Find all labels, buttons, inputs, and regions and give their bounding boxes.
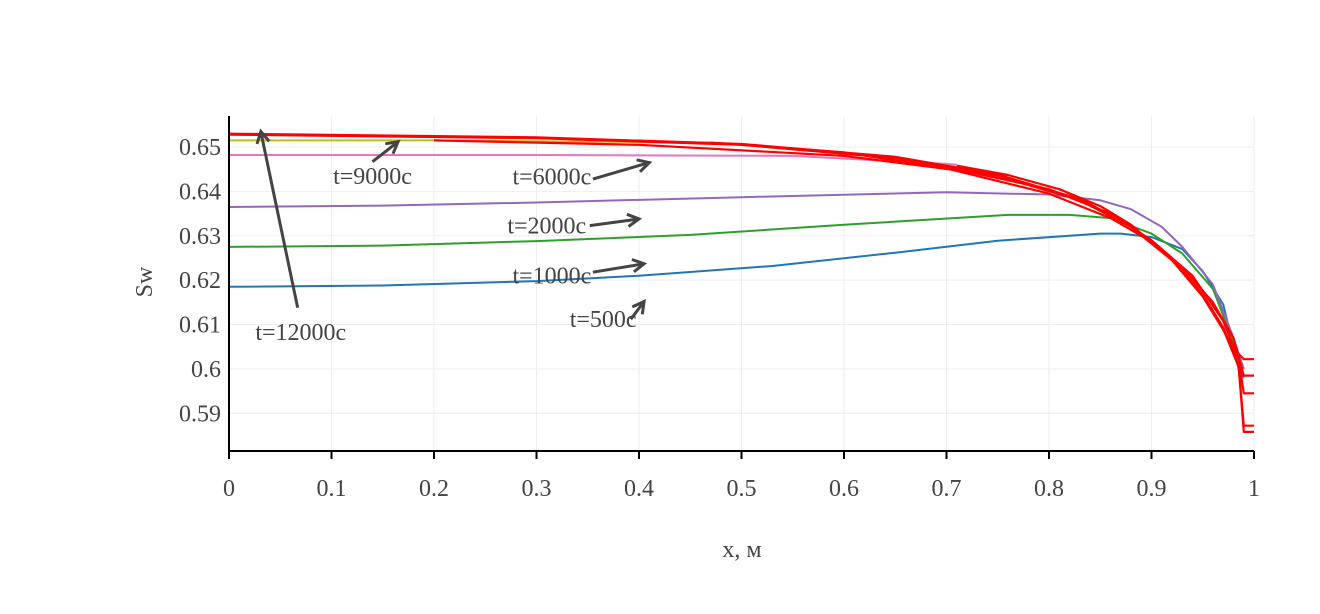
series-line-1: [228, 232, 1245, 379]
x-tick-label: 0.7: [932, 476, 962, 502]
annotation-label: t=12000с: [255, 320, 346, 346]
annotations: t=500с t=1000с t=2000с t=6000с t=9000с t=1200…: [255, 128, 653, 346]
annotation-label: t=1000с: [512, 263, 591, 289]
x-tick-label: 0.6: [829, 476, 859, 502]
grid: [228, 116, 1255, 451]
x-tick-label: 1: [1248, 476, 1260, 502]
annotation-label: t=2000с: [507, 214, 586, 240]
y-axis-title: Sw: [132, 266, 158, 297]
x-tick-label: 0: [223, 476, 235, 502]
series-line-2: [228, 213, 1245, 370]
y-tick-label: 0.63: [179, 224, 221, 250]
y-tick-label: 0.64: [179, 179, 221, 205]
annotation-arrow: [589, 212, 643, 228]
annotation-arrow: [592, 258, 648, 274]
annotation-arrow: [371, 139, 401, 163]
x-tick-label: 0.2: [419, 476, 449, 502]
annotation-arrow: [629, 298, 646, 321]
series-line-10: [228, 132, 1254, 433]
y-tick-label: 0.59: [179, 401, 221, 427]
x-tick-label: 0.5: [727, 476, 757, 502]
series-lines: [228, 132, 1254, 433]
annotation-arrow: [255, 128, 300, 308]
y-tick-label: 0.61: [179, 313, 221, 339]
annotation-arrow: [592, 158, 653, 181]
axes: 0 0.1 0.2 0.3 0.4 0.5 0.6 0.7 0.8 0.9 1 0.59 0.6 0.61…: [179, 116, 1260, 502]
y-tick-label: 0.6: [191, 357, 221, 383]
annotation-label: t=9000с: [333, 164, 412, 190]
y-tick-label: 0.62: [179, 268, 221, 294]
series-line-3: [228, 191, 1245, 370]
annotation-label: t=6000с: [512, 164, 591, 190]
series-line-4: [229, 154, 957, 166]
x-tick-label: 0.1: [317, 476, 347, 502]
x-tick-label: 0.8: [1034, 476, 1064, 502]
y-tick-label: 0.65: [179, 135, 221, 161]
x-axis-title: x, м: [722, 537, 761, 563]
annotation-label: t=500с: [570, 307, 637, 333]
x-tick-label: 0.9: [1137, 476, 1167, 502]
x-tick-label: 0.3: [522, 476, 552, 502]
x-tick-label: 0.4: [624, 476, 654, 502]
series-line-6: [956, 164, 1254, 361]
